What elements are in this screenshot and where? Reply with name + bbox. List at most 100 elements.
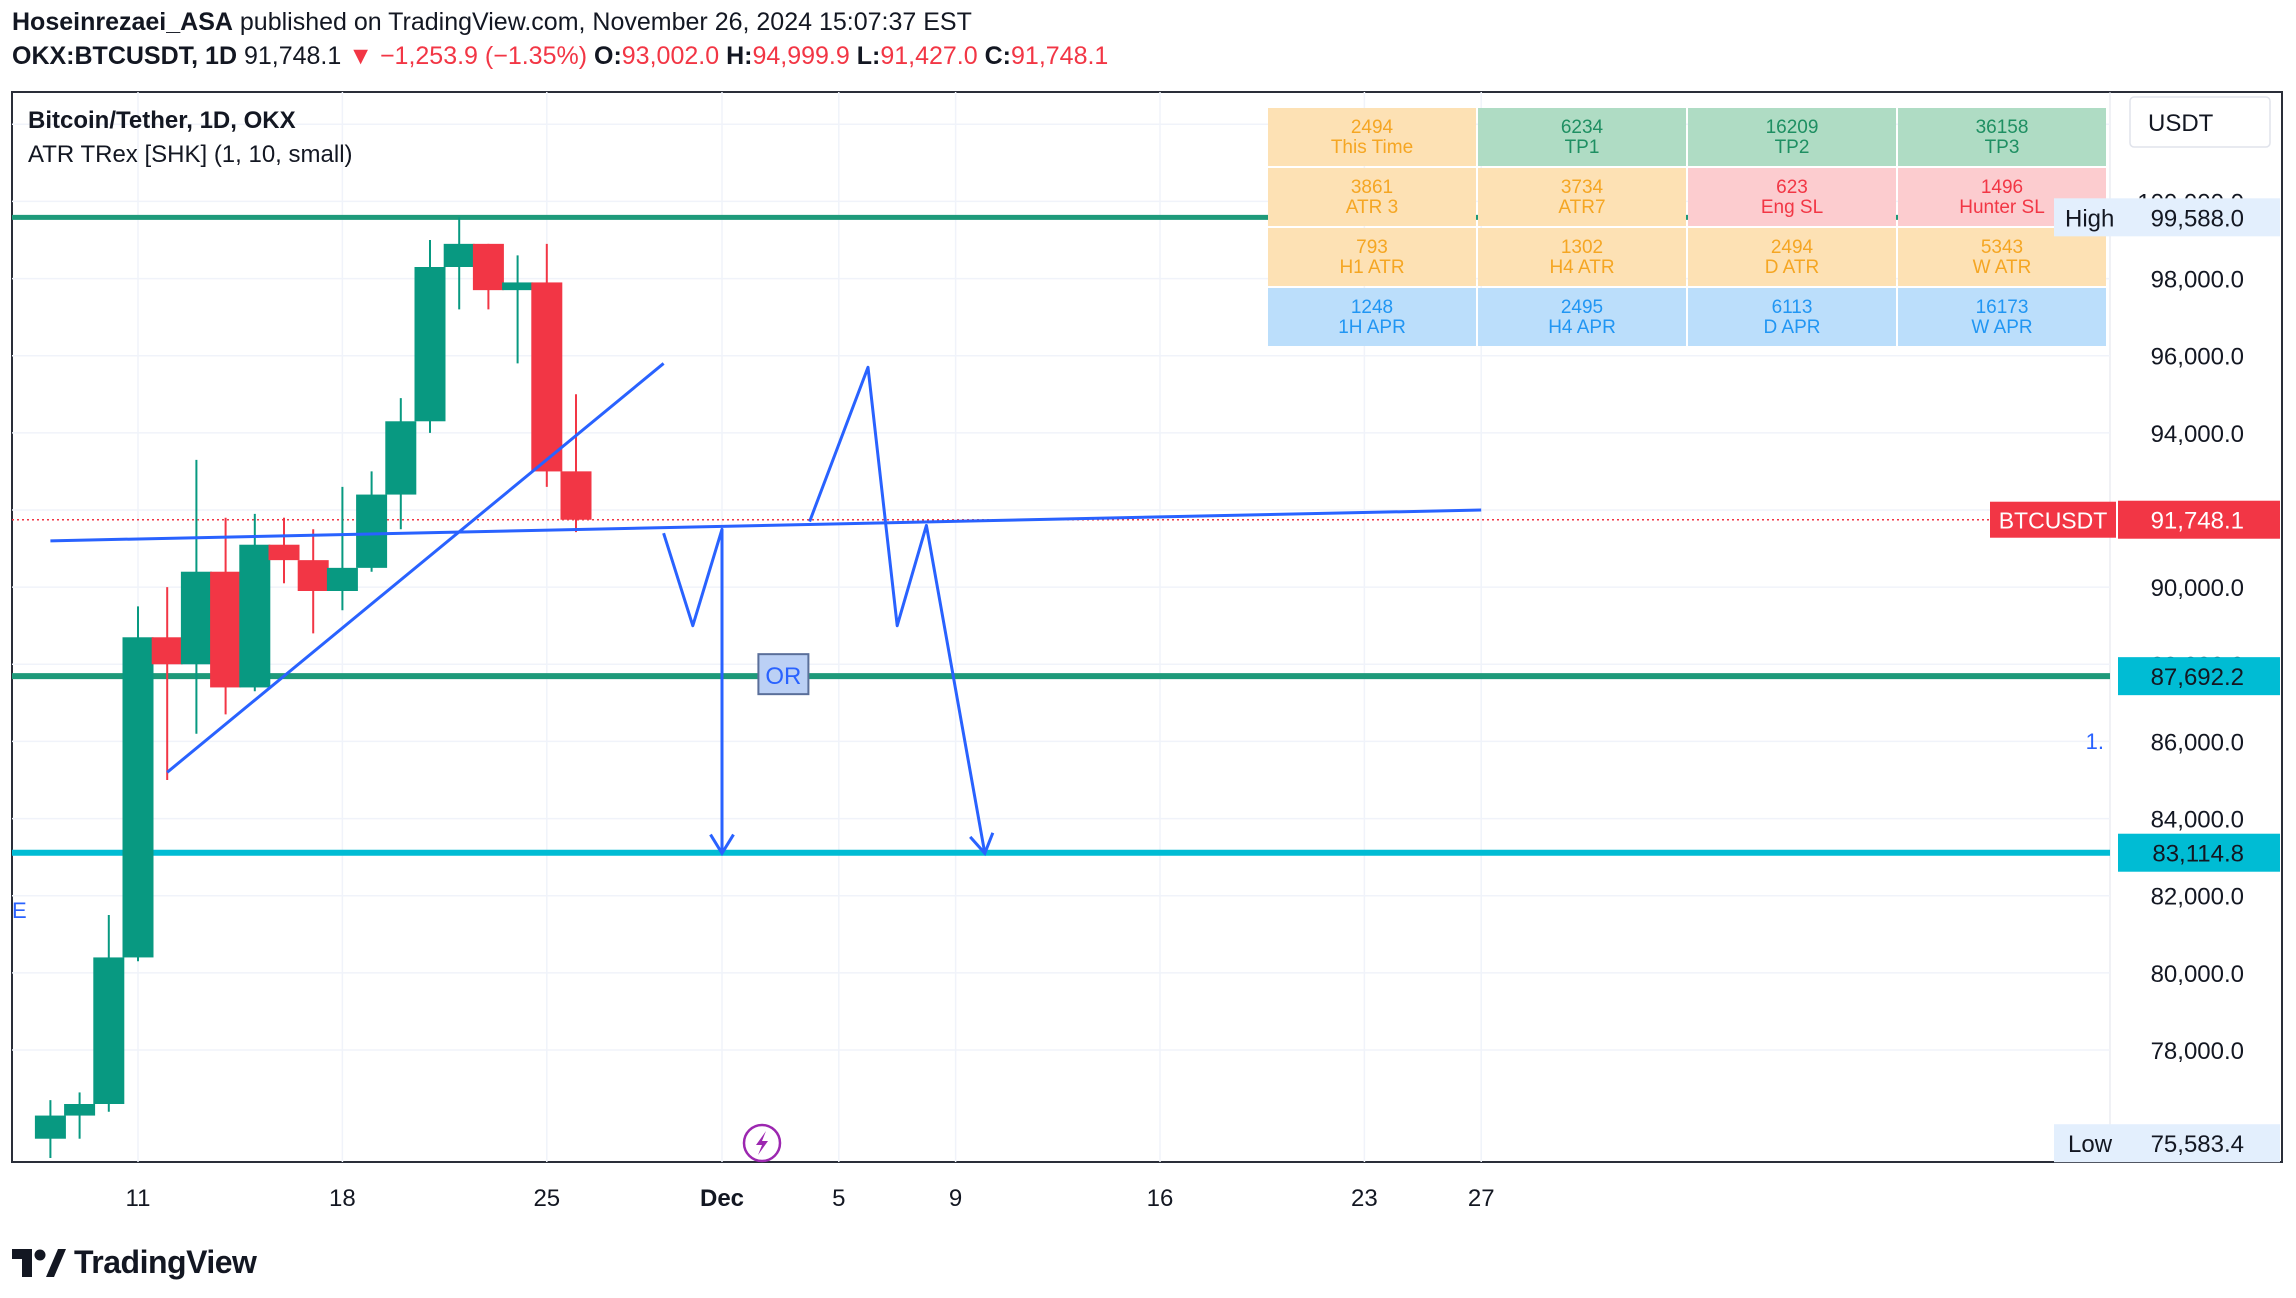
atr-table-value: 6234 [1561,117,1604,138]
candle-body [385,421,417,495]
high-tag-bg [2054,198,2118,237]
x-tick-label: Dec [700,1185,744,1212]
price-chart[interactable]: 78,000.0 80,000.0 82,000.0 84,000.0 86,000.0… [0,0,2296,1240]
candle-body [443,243,475,267]
symbol-tag-label: BTCUSDT [1999,508,2108,534]
atr-table-label: ATR7 [1558,197,1605,218]
y-tick-label: 96,000.0 [2151,344,2244,371]
candle-body [560,471,592,520]
projected-path-2 [808,365,987,854]
candle-body [34,1115,66,1139]
atr-table-cell [1268,228,1476,286]
atr-table-label: 1H APR [1338,317,1406,338]
arrowhead-icon [709,833,735,857]
projected-path-1 [662,527,724,854]
y-tick-label: 78,000.0 [2151,1038,2244,1065]
atr-table-label: D ATR [1765,257,1820,278]
publish-line: Hoseinrezaei_ASA published on TradingVie… [12,8,972,37]
atr-table-cell [1478,228,1686,286]
tradingview-logo[interactable]: TradingView [12,1244,257,1281]
candle-body [356,494,388,568]
x-tick-label: 25 [533,1185,560,1212]
or-box [757,653,810,696]
right-edge-text: 1. [2086,729,2104,754]
atr-table-label: W ATR [1973,257,2032,278]
atr-table-value: 36158 [1976,117,2029,138]
candle-body [151,637,183,665]
atr-table-label: H1 ATR [1339,257,1404,278]
atr-table-value: 1496 [1981,177,2023,198]
price-change: −1,253.9 (−1.35%) [379,42,588,70]
atr-table-cell [1898,288,2106,346]
atr-table-value: 2494 [1351,117,1394,138]
candle-body [122,637,154,958]
left-edge-text: E [12,898,27,923]
atr-table-cell [1898,108,2106,166]
author-name[interactable]: Hoseinrezaei_ASA [12,8,233,36]
atr-table-cell [1268,168,1476,226]
atr-table-label: D APR [1763,317,1820,338]
atr-table-cell [1478,168,1686,226]
candle-body [472,243,504,291]
trendline [50,508,1482,543]
open-label: O: [594,42,622,70]
high-tag-value: 99,588.0 [2151,205,2244,232]
high-tag-label: High [2065,205,2114,232]
symbol-tag-bg [1990,501,2116,538]
candle-body [239,544,271,688]
atr-table-label: Eng SL [1761,197,1823,218]
currency-button [2129,96,2271,148]
atr-table-label: W APR [1971,317,2032,338]
atr-table-value: 1248 [1351,297,1393,318]
atr-table-cell [1268,288,1476,346]
currency-label: USDT [2148,110,2214,137]
level2-tag: 83,114.8 [2152,841,2244,868]
x-tick-label: 11 [126,1185,151,1212]
atr-table-label: ATR 3 [1346,197,1398,218]
candle-body [326,567,358,591]
atr-table-value: 793 [1356,237,1388,258]
candle-body [531,282,563,472]
level1-tag: 87,692.2 [2151,664,2244,691]
y-tick-label: 94,000.0 [2151,421,2244,448]
atr-table-cell [1268,108,1476,166]
publish-info: published on TradingView.com, November 2… [239,8,972,36]
candle-body [297,560,329,591]
atr-table-label: Hunter SL [1959,197,2045,218]
close-label: C: [984,42,1012,70]
atr-table-cell [1688,288,1896,346]
last-price: 91,748.1 [243,42,342,70]
candle-body [210,571,242,688]
atr-table-value: 16173 [1976,297,2029,318]
y-tick-label: 80,000.0 [2151,961,2244,988]
y-tick-label: 90,000.0 [2151,575,2244,602]
atr-table-label: TP2 [1775,137,1810,158]
candle-body [268,544,300,561]
candle-body [180,571,212,665]
atr-table-cell [1688,108,1896,166]
y-tick-label: 86,000.0 [2151,729,2244,756]
y-tick-label: 82,000.0 [2151,884,2244,911]
close-value: 91,748.1 [1011,42,1109,70]
x-tick-label: 23 [1351,1185,1378,1212]
last-price-tag: 91,748.1 [2151,508,2244,535]
x-tick-label: 18 [329,1185,356,1212]
atr-table-label: This Time [1331,137,1413,158]
atr-table-value: 3861 [1351,177,1393,198]
high-label: H: [726,42,753,70]
atr-table-cell [1688,228,1896,286]
x-tick-label: 9 [949,1185,962,1212]
open-value: 93,002.0 [621,42,720,70]
atr-table-cell [1478,288,1686,346]
candle-body [64,1104,96,1116]
low-label: L: [856,42,881,70]
atr-table-label: TP3 [1985,137,2020,158]
change-arrow-icon: ▼ [348,42,373,70]
tradingview-logo-icon [12,1248,66,1277]
atr-table-value: 2494 [1771,237,1814,258]
atr-table-value: 6113 [1772,297,1813,318]
atr-table-label: H4 ATR [1549,257,1614,278]
high-tag-value-bg [2118,198,2280,237]
low-tag-bg [2054,1124,2118,1163]
trendline [166,362,665,774]
